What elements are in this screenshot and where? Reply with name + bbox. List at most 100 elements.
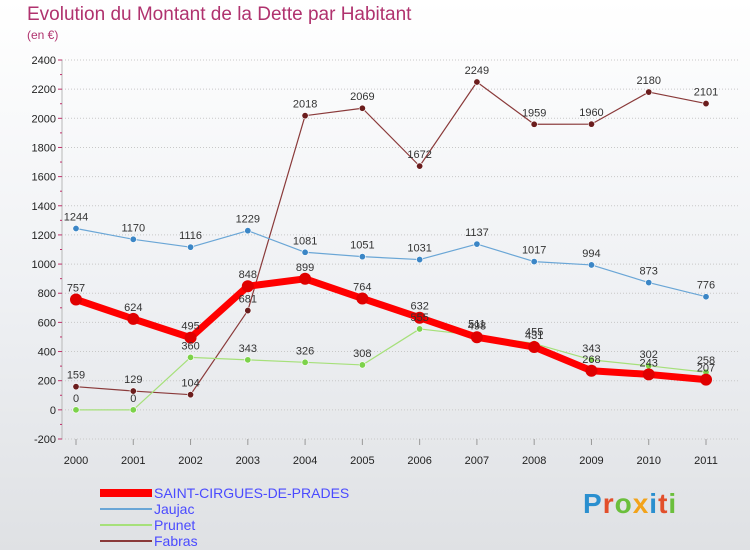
logo-letter: i: [649, 488, 659, 519]
data-label: 776: [697, 280, 715, 292]
data-label: 498: [468, 320, 486, 332]
data-point: [645, 88, 653, 96]
data-label: 2018: [293, 99, 317, 111]
data-label: 632: [410, 301, 428, 313]
proxiti-logo: Proxiti: [583, 488, 677, 520]
data-point: [70, 293, 82, 306]
data-label: 1081: [293, 235, 317, 247]
data-label: 2101: [694, 87, 718, 99]
data-label: 0: [73, 393, 79, 405]
data-label: 159: [67, 370, 85, 382]
data-point: [587, 261, 595, 269]
x-tick-label: 2011: [694, 455, 718, 467]
data-point: [587, 356, 595, 364]
data-point: [244, 227, 252, 235]
y-tick-label: -200: [34, 434, 56, 446]
data-label: 1244: [64, 212, 88, 224]
data-label: 2180: [636, 75, 660, 87]
data-point: [416, 256, 424, 264]
data-label: 495: [181, 321, 199, 333]
data-point: [356, 292, 369, 305]
legend-swatch: [100, 524, 152, 526]
data-point: [416, 162, 424, 170]
logo-letter: t: [658, 488, 669, 519]
chart-subtitle: (en €): [27, 28, 59, 42]
data-label: 1959: [522, 107, 546, 119]
legend-label: Prunet: [154, 517, 196, 533]
y-tick-label: 1000: [32, 259, 56, 271]
y-tick-label: 600: [38, 317, 56, 329]
data-point: [241, 280, 254, 293]
x-tick-label: 2007: [465, 455, 489, 467]
data-point: [645, 279, 653, 287]
data-point: [299, 272, 312, 285]
data-label: 757: [67, 282, 85, 294]
logo-letter: x: [632, 488, 650, 519]
data-point: [244, 307, 252, 315]
data-point: [473, 240, 481, 248]
data-point: [642, 368, 655, 381]
data-label: 848: [239, 269, 257, 281]
data-point: [358, 104, 366, 112]
series-line: [75, 227, 707, 298]
legend-swatch: [100, 540, 152, 542]
data-label: 104: [181, 378, 199, 390]
data-label: 1229: [236, 214, 260, 226]
data-label: 326: [296, 345, 314, 357]
y-tick-label: 2400: [32, 55, 56, 67]
data-point: [416, 325, 424, 333]
data-label: 511: [468, 318, 486, 330]
legend-swatch: [100, 508, 152, 510]
data-label: 431: [525, 330, 543, 342]
data-point: [530, 120, 538, 128]
data-point: [184, 331, 197, 344]
data-label: 2249: [465, 65, 489, 77]
logo-letter: P: [583, 488, 603, 519]
data-label: 2069: [350, 91, 374, 103]
y-tick-label: 2000: [32, 113, 56, 125]
x-tick-label: 2002: [178, 455, 202, 467]
logo-letter: o: [614, 488, 633, 519]
x-tick-label: 2004: [293, 455, 317, 467]
legend-label: Jaujac: [154, 501, 195, 517]
data-point: [244, 356, 252, 364]
data-label: 0: [130, 393, 136, 405]
series-line: [75, 328, 707, 411]
x-tick-label: 2000: [64, 455, 88, 467]
x-tick-label: 2009: [579, 455, 603, 467]
y-tick-label: 1600: [32, 172, 56, 184]
data-point: [187, 353, 195, 361]
data-label: 1051: [350, 240, 374, 252]
y-tick-label: 1800: [32, 142, 56, 154]
data-point: [129, 387, 137, 395]
data-point: [473, 78, 481, 86]
data-point: [702, 100, 710, 108]
x-tick-label: 2005: [350, 455, 374, 467]
data-label: 555: [410, 312, 428, 324]
y-tick-label: 200: [38, 376, 56, 388]
legend-label: Fabras: [154, 533, 198, 549]
data-label: 1960: [579, 107, 603, 119]
data-point: [702, 293, 710, 301]
data-label: 360: [181, 340, 199, 352]
data-label: 1116: [179, 230, 202, 242]
data-point: [187, 243, 195, 251]
data-point: [585, 364, 598, 377]
y-tick-label: 0: [50, 405, 56, 417]
data-label: 258: [697, 355, 715, 367]
data-point: [470, 331, 483, 344]
data-label: 624: [124, 302, 142, 314]
data-point: [72, 406, 80, 414]
x-tick-label: 2001: [121, 455, 145, 467]
logo-letter: r: [602, 488, 615, 519]
series-line: [72, 275, 710, 384]
data-point: [129, 235, 137, 243]
data-label: 268: [582, 354, 600, 366]
data-label: 1672: [407, 149, 431, 161]
logo-letter: i: [668, 488, 678, 519]
data-label: 1137: [465, 227, 489, 239]
data-label: 681: [239, 294, 257, 306]
data-label: 343: [239, 343, 257, 355]
legend-swatch: [100, 489, 152, 497]
data-point: [413, 311, 426, 324]
